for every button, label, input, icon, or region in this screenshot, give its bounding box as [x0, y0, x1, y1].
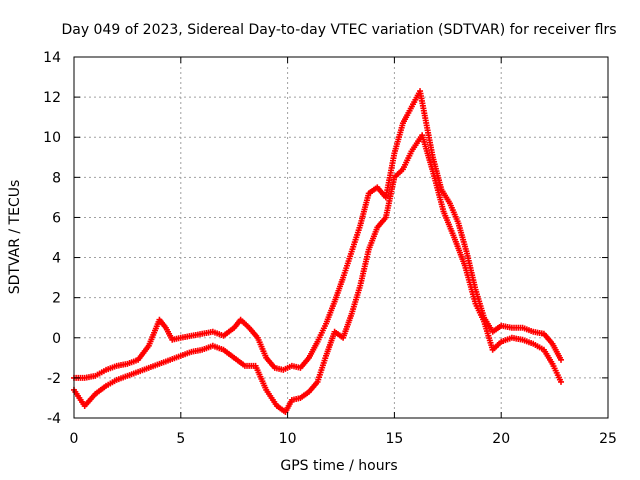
x-tick-label: 20 — [492, 431, 510, 447]
data-point — [558, 378, 565, 385]
x-tick-label: 25 — [599, 431, 617, 447]
x-tick-label: 15 — [385, 431, 403, 447]
y-tick-label: -2 — [47, 371, 61, 387]
y-tick-label: -4 — [47, 411, 61, 427]
y-tick-label: 0 — [52, 331, 61, 347]
series-upper-envelope — [71, 88, 565, 381]
y-tick-label: 2 — [52, 291, 61, 307]
chart-title: Day 049 of 2023, Sidereal Day-to-day VTE… — [61, 22, 616, 38]
axis-ticks: 0 5 10 15 20 25 -4 -2 0 2 4 6 8 10 12 14 — [43, 50, 617, 447]
y-tick-label: 6 — [52, 210, 61, 226]
plot-frame — [73, 56, 609, 419]
y-tick-label: 12 — [43, 90, 61, 106]
data-point — [558, 356, 565, 363]
y-axis-label: SDTVAR / TECUs — [7, 180, 23, 295]
data-layer — [71, 88, 565, 415]
x-axis-label: GPS time / hours — [280, 458, 397, 474]
y-tick-label: 8 — [52, 170, 61, 186]
x-tick-label: 0 — [70, 431, 79, 447]
x-tick-label: 5 — [176, 431, 185, 447]
y-tick-label: 4 — [52, 251, 61, 267]
x-tick-label: 10 — [279, 431, 297, 447]
y-tick-label: 10 — [43, 130, 61, 146]
y-tick-label: 14 — [43, 50, 61, 66]
series-lower-envelope — [71, 132, 565, 415]
